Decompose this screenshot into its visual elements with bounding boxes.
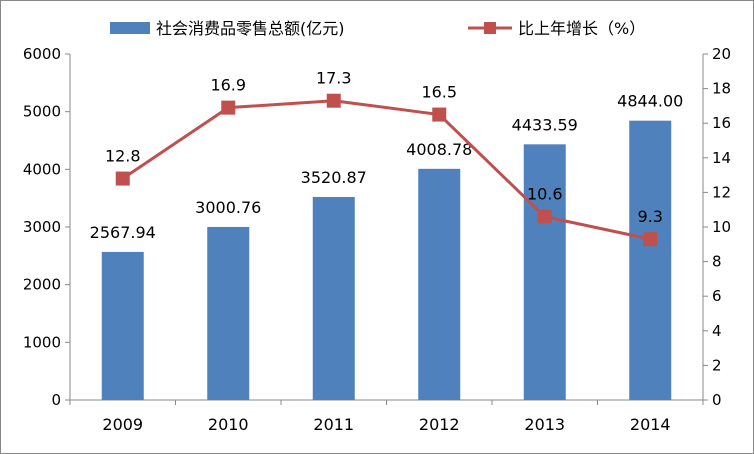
line-data-label: 12.8 [105, 147, 141, 166]
left-axis-tick-label: 0 [51, 391, 61, 409]
legend: 社会消费品零售总额(亿元) 比上年增长（%） [110, 19, 645, 38]
left-axis-tick-label: 5000 [23, 103, 61, 121]
bar-data-label: 4008.78 [406, 140, 472, 159]
legend-bar-swatch [110, 22, 150, 34]
line-data-label: 16.5 [421, 83, 457, 102]
bar [312, 196, 355, 400]
x-axis-category-label: 2011 [313, 415, 354, 434]
x-axis-category-label: 2009 [102, 415, 143, 434]
bar [629, 120, 672, 401]
line-data-label: 16.9 [210, 76, 246, 95]
line-marker [432, 107, 447, 122]
line-data-label: 10.6 [527, 185, 563, 204]
left-axis-tick-label: 1000 [23, 333, 61, 351]
bar-data-label: 2567.94 [90, 223, 156, 242]
line-marker [537, 209, 552, 224]
bar-data-label: 4844.00 [617, 92, 683, 111]
right-axis-tick-label: 20 [712, 45, 731, 63]
right-axis-tick-label: 10 [712, 218, 731, 236]
bar-data-label: 3000.76 [195, 198, 261, 217]
legend-line-label: 比上年增长（%） [518, 19, 645, 38]
line-marker [326, 93, 341, 108]
line-data-label: 17.3 [316, 69, 352, 88]
right-axis-tick-label: 14 [712, 149, 731, 167]
x-axis-category-label: 2013 [524, 415, 565, 434]
growth-line [121, 99, 651, 241]
right-axis: 0 2 4 6 8 10 12 14 16 18 20 [702, 45, 731, 409]
right-axis-tick-label: 4 [712, 322, 722, 340]
right-axis-tick-label: 6 [712, 287, 722, 305]
x-axis: 2009 2010 2011 2012 2013 2014 [69, 399, 704, 434]
bar-data-label: 3520.87 [301, 168, 367, 187]
line-marker [643, 232, 658, 247]
left-axis-tick-label: 4000 [23, 160, 61, 178]
x-axis-category-label: 2010 [208, 415, 249, 434]
right-axis-tick-label: 18 [712, 80, 731, 98]
line-marker [221, 100, 236, 115]
left-axis-tick-label: 3000 [23, 218, 61, 236]
line-data-label: 9.3 [638, 207, 663, 226]
line-marker [115, 171, 130, 186]
bar [523, 144, 566, 400]
x-axis-category-label: 2012 [419, 415, 460, 434]
legend-bar-label: 社会消费品零售总额(亿元) [156, 19, 345, 38]
bar-data-labels: 2567.94 3000.76 3520.87 4008.78 4433.59 4844.… [90, 92, 684, 242]
x-axis-category-label: 2014 [630, 415, 671, 434]
bar [418, 168, 461, 400]
right-axis-tick-label: 0 [712, 391, 722, 409]
left-axis-tick-label: 2000 [23, 276, 61, 294]
bar [101, 251, 144, 400]
right-axis-tick-label: 8 [712, 253, 722, 271]
bar [207, 226, 250, 400]
left-axis-tick-label: 6000 [23, 45, 61, 63]
right-axis-tick-label: 12 [712, 183, 731, 201]
right-axis-tick-label: 16 [712, 114, 731, 132]
bar-series [101, 120, 672, 401]
line-series [115, 93, 658, 247]
right-axis-tick-label: 2 [712, 356, 722, 374]
legend-line-marker [484, 22, 496, 34]
line-data-labels: 12.8 16.9 17.3 16.5 10.6 9.3 [105, 69, 663, 226]
left-axis: 0 1000 2000 3000 4000 5000 6000 [23, 45, 71, 409]
bar-data-label: 4433.59 [512, 115, 578, 134]
